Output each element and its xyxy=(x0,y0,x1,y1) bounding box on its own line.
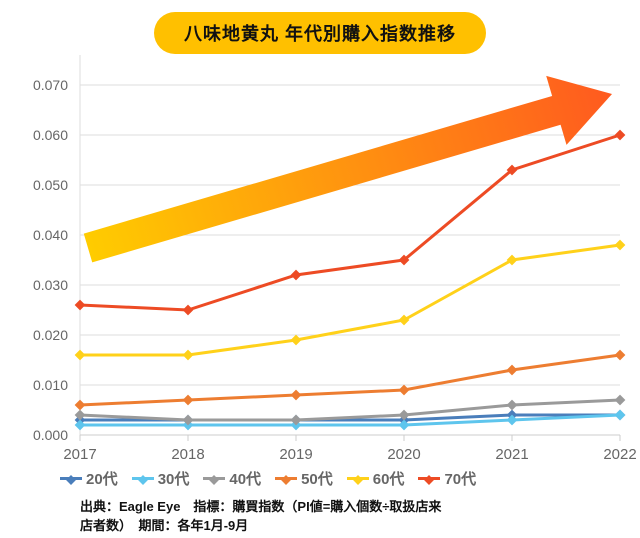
series-line-40代 xyxy=(80,400,620,420)
legend-item: 30代 xyxy=(132,468,190,489)
legend: 20代 30代 40代 50代 60代 70代 xyxy=(60,468,476,489)
series-point xyxy=(615,350,626,361)
series-point xyxy=(183,305,194,316)
y-tick-label: 0.020 xyxy=(33,327,68,343)
x-tick-label: 2018 xyxy=(171,446,204,463)
x-tick-label: 2022 xyxy=(603,446,636,463)
legend-label: 40代 xyxy=(229,468,261,489)
series-point xyxy=(183,350,194,361)
series-point xyxy=(615,395,626,406)
chart-svg: 0.000 0.010 0.020 0.030 0.040 0.050 0.060 0.070… xyxy=(0,0,640,470)
legend-swatch xyxy=(347,477,369,480)
y-tick-label: 0.010 xyxy=(33,377,68,393)
x-tick-label: 2017 xyxy=(63,446,96,463)
series-line-60代 xyxy=(80,245,620,355)
series-point xyxy=(615,240,626,251)
x-tick-label: 2021 xyxy=(495,446,528,463)
legend-label: 50代 xyxy=(301,468,333,489)
series-point xyxy=(507,400,518,411)
series-point xyxy=(507,365,518,376)
y-tick-label: 0.070 xyxy=(33,77,68,93)
y-tick-label: 0.060 xyxy=(33,127,68,143)
series-point xyxy=(75,300,86,311)
y-tick-label: 0.050 xyxy=(33,177,68,193)
source-caption: 出典：Eagle Eye 指標：購買指数（PI値=購入個数÷取扱店来 店者数） … xyxy=(80,498,600,536)
legend-item: 20代 xyxy=(60,468,118,489)
y-tick-label: 0.040 xyxy=(33,227,68,243)
legend-item: 70代 xyxy=(418,468,476,489)
series-point xyxy=(399,385,410,396)
series-point xyxy=(291,335,302,346)
legend-label: 60代 xyxy=(373,468,405,489)
y-tick-label: 0.030 xyxy=(33,277,68,293)
legend-swatch xyxy=(275,477,297,480)
caption-line-1: 出典：Eagle Eye 指標：購買指数（PI値=購入個数÷取扱店来 xyxy=(80,499,441,514)
x-tick-label: 2019 xyxy=(279,446,312,463)
chart-container: 八味地黄丸 年代別購入指数推移 0.0000.0100.0200.0300.04… xyxy=(0,0,640,538)
series-point xyxy=(615,410,626,421)
legend-label: 30代 xyxy=(158,468,190,489)
legend-swatch xyxy=(203,477,225,480)
series-point xyxy=(75,400,86,411)
legend-item: 50代 xyxy=(275,468,333,489)
series-point xyxy=(291,390,302,401)
series-point xyxy=(183,395,194,406)
series-point xyxy=(615,130,626,141)
legend-label: 20代 xyxy=(86,468,118,489)
legend-label: 70代 xyxy=(444,468,476,489)
series-point xyxy=(75,350,86,361)
legend-item: 40代 xyxy=(203,468,261,489)
trend-arrow xyxy=(78,59,622,282)
legend-swatch xyxy=(132,477,154,480)
legend-swatch xyxy=(418,477,440,480)
series-point xyxy=(291,270,302,281)
y-tick-label: 0.000 xyxy=(33,427,68,443)
series-line-50代 xyxy=(80,355,620,405)
legend-item: 60代 xyxy=(347,468,405,489)
legend-swatch xyxy=(60,477,82,480)
x-tick-label: 2020 xyxy=(387,446,420,463)
caption-line-2: 店者数） 期間：各年1月-9月 xyxy=(80,518,248,533)
